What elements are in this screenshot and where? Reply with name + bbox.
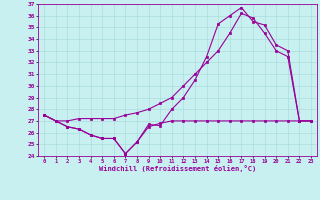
X-axis label: Windchill (Refroidissement éolien,°C): Windchill (Refroidissement éolien,°C) bbox=[99, 165, 256, 172]
